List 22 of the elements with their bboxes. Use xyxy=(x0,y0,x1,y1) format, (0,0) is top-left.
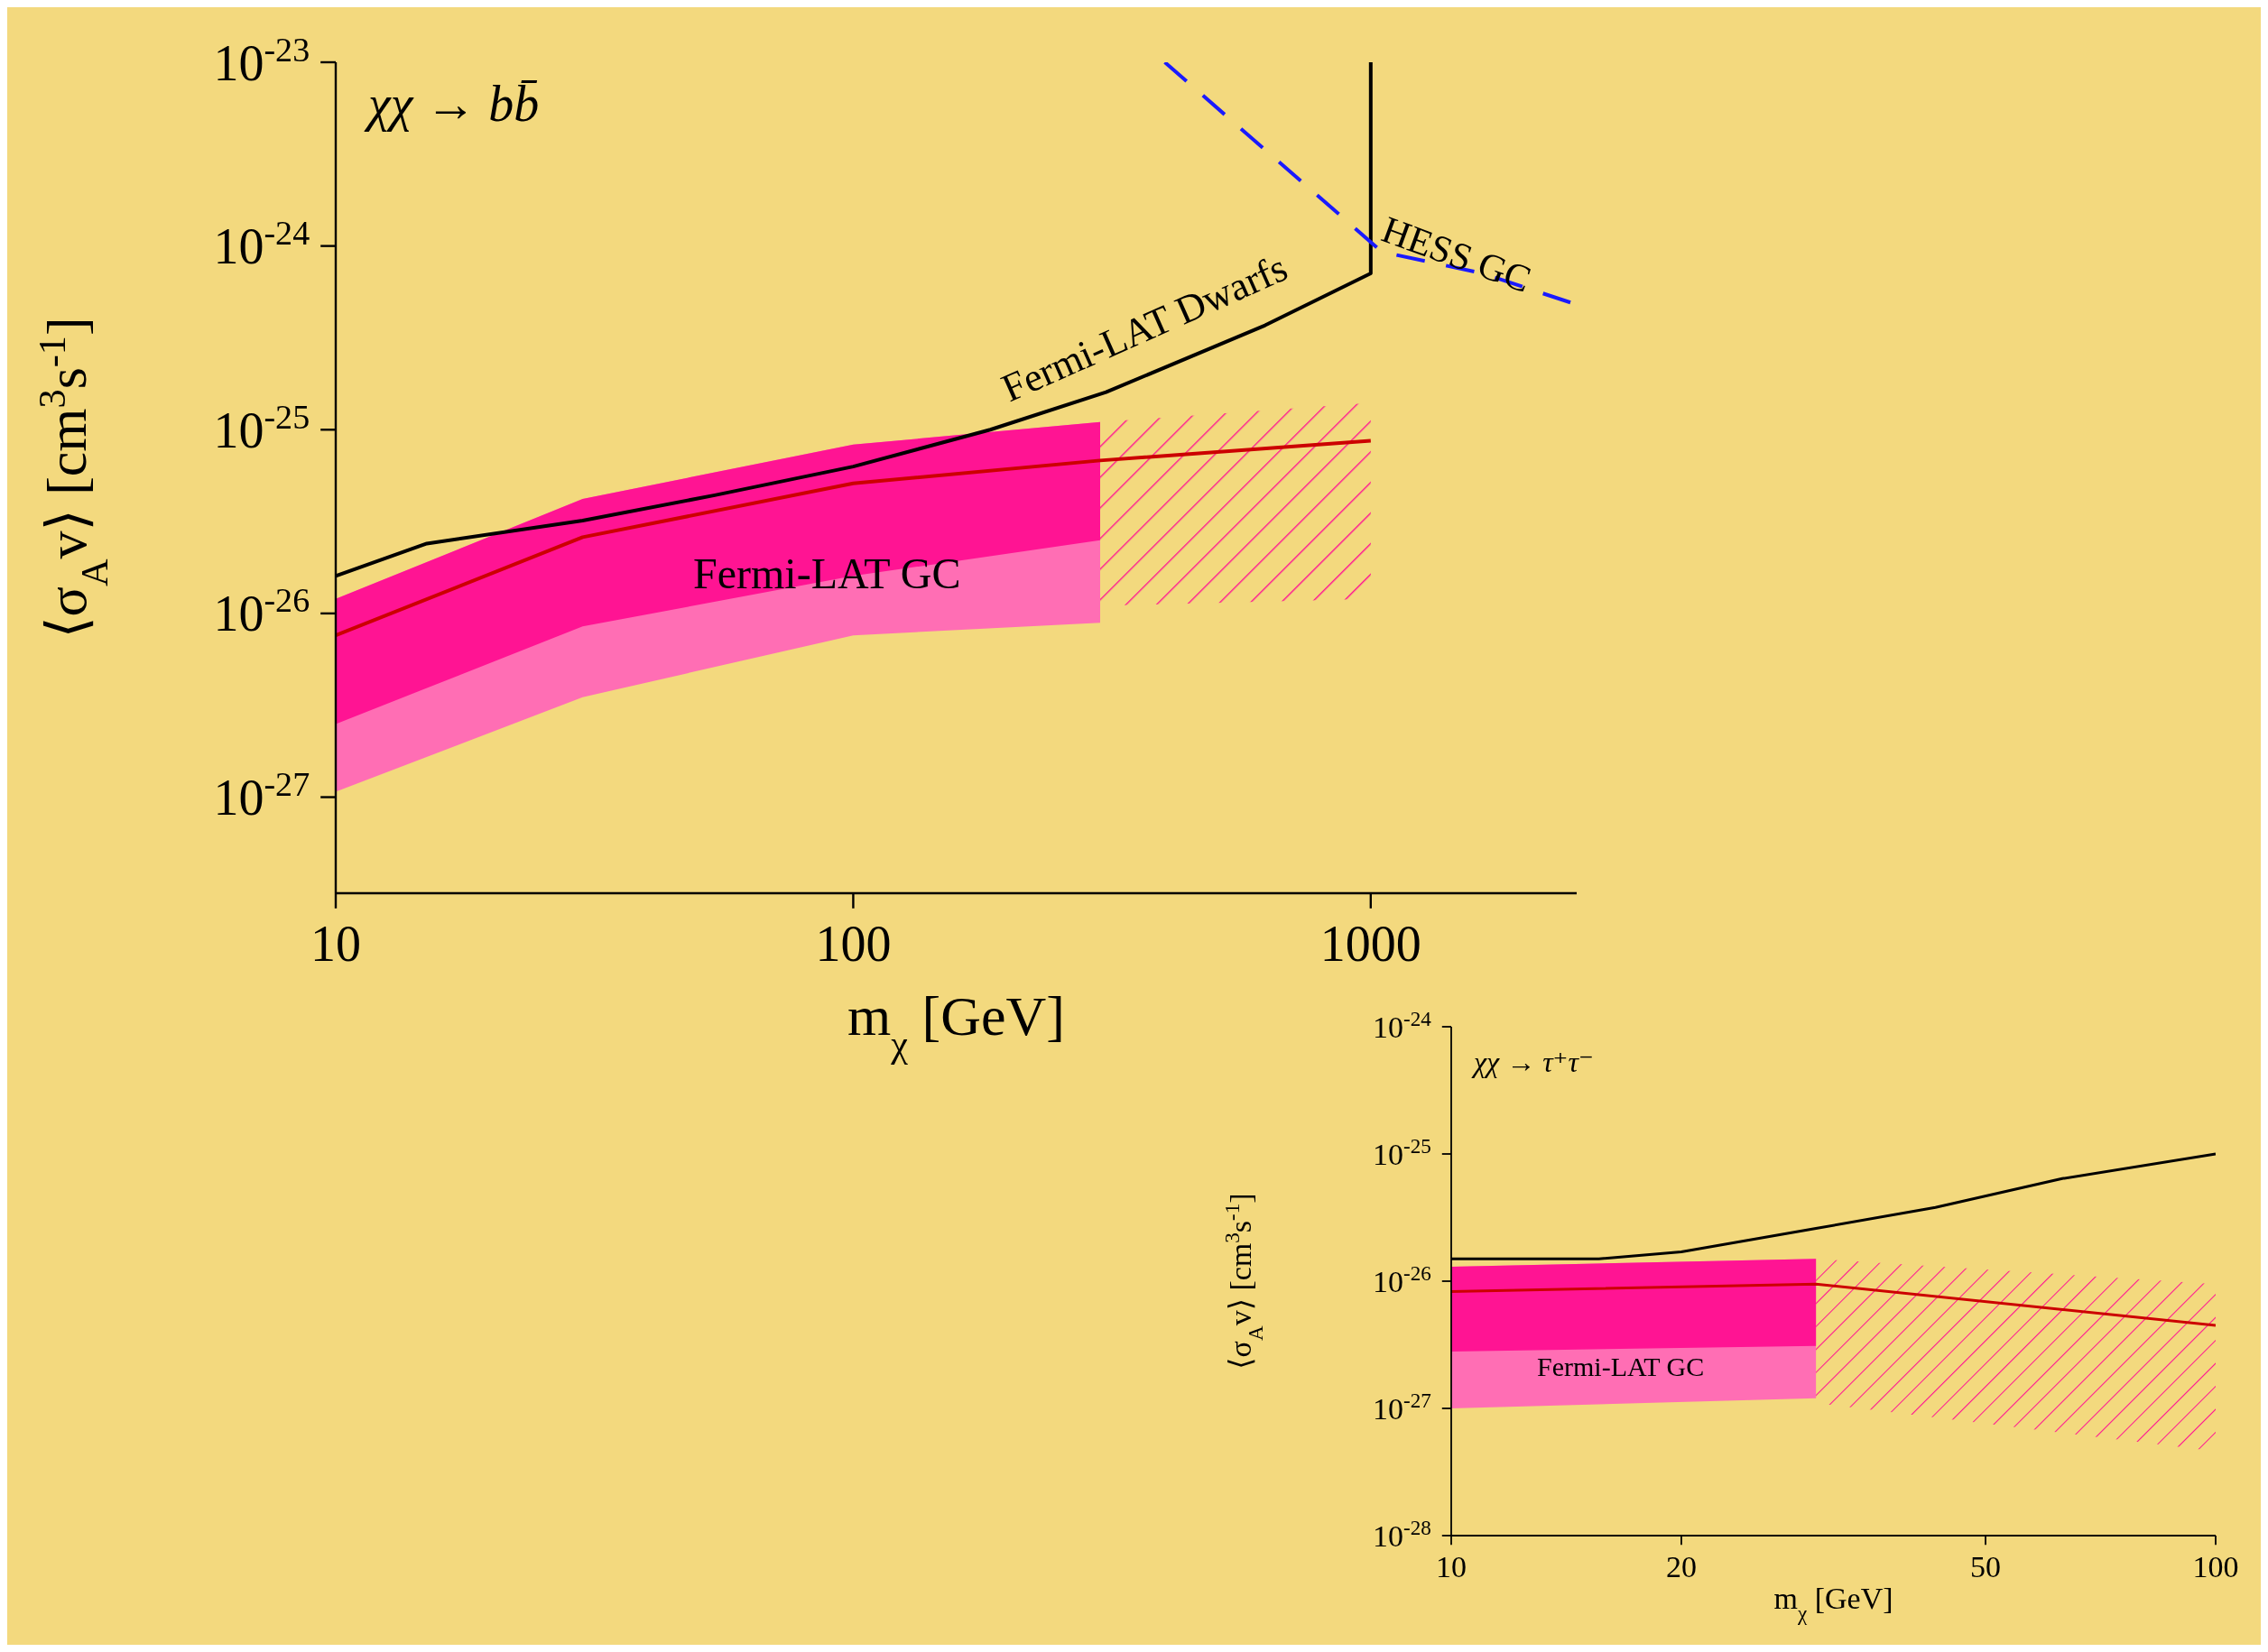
y-tick-label: 10$^{-27}$ xyxy=(213,765,310,826)
y-tick-label: 10$^{-23}$ xyxy=(213,30,310,91)
annotation: HESS GC xyxy=(1375,208,1537,301)
x-tick-label: 100 xyxy=(2192,1550,2239,1584)
y-tick-label: 10$^{-26}$ xyxy=(213,581,310,642)
x-tick-label: 20 xyxy=(1665,1550,1697,1584)
y-tick-label: 10$^{-27}$ xyxy=(1372,1388,1431,1426)
x-axis-title: m$_{χ}$ [GeV] xyxy=(847,984,1065,1065)
y-tick-label: 10$^{-25}$ xyxy=(213,397,310,458)
x-tick-label: 100 xyxy=(815,915,892,972)
y-tick-label: 10$^{-24}$ xyxy=(213,214,310,275)
y-tick-label: 10$^{-28}$ xyxy=(1372,1515,1431,1553)
annotation: Fermi-LAT GC xyxy=(1537,1352,1705,1382)
y-tick-label: 10$^{-26}$ xyxy=(1372,1260,1431,1298)
y-tick-label: 10$^{-24}$ xyxy=(1372,1006,1432,1044)
y-tick-label: 10$^{-25}$ xyxy=(1372,1133,1431,1171)
annotation: Fermi-LAT GC xyxy=(693,549,961,598)
x-axis-title: m$_{χ}$ [GeV] xyxy=(1773,1582,1893,1626)
x-tick-label: 10 xyxy=(1436,1550,1467,1584)
x-tick-label: 1000 xyxy=(1319,915,1421,972)
x-tick-label: 50 xyxy=(1970,1550,2002,1584)
x-tick-label: 10 xyxy=(310,915,361,972)
